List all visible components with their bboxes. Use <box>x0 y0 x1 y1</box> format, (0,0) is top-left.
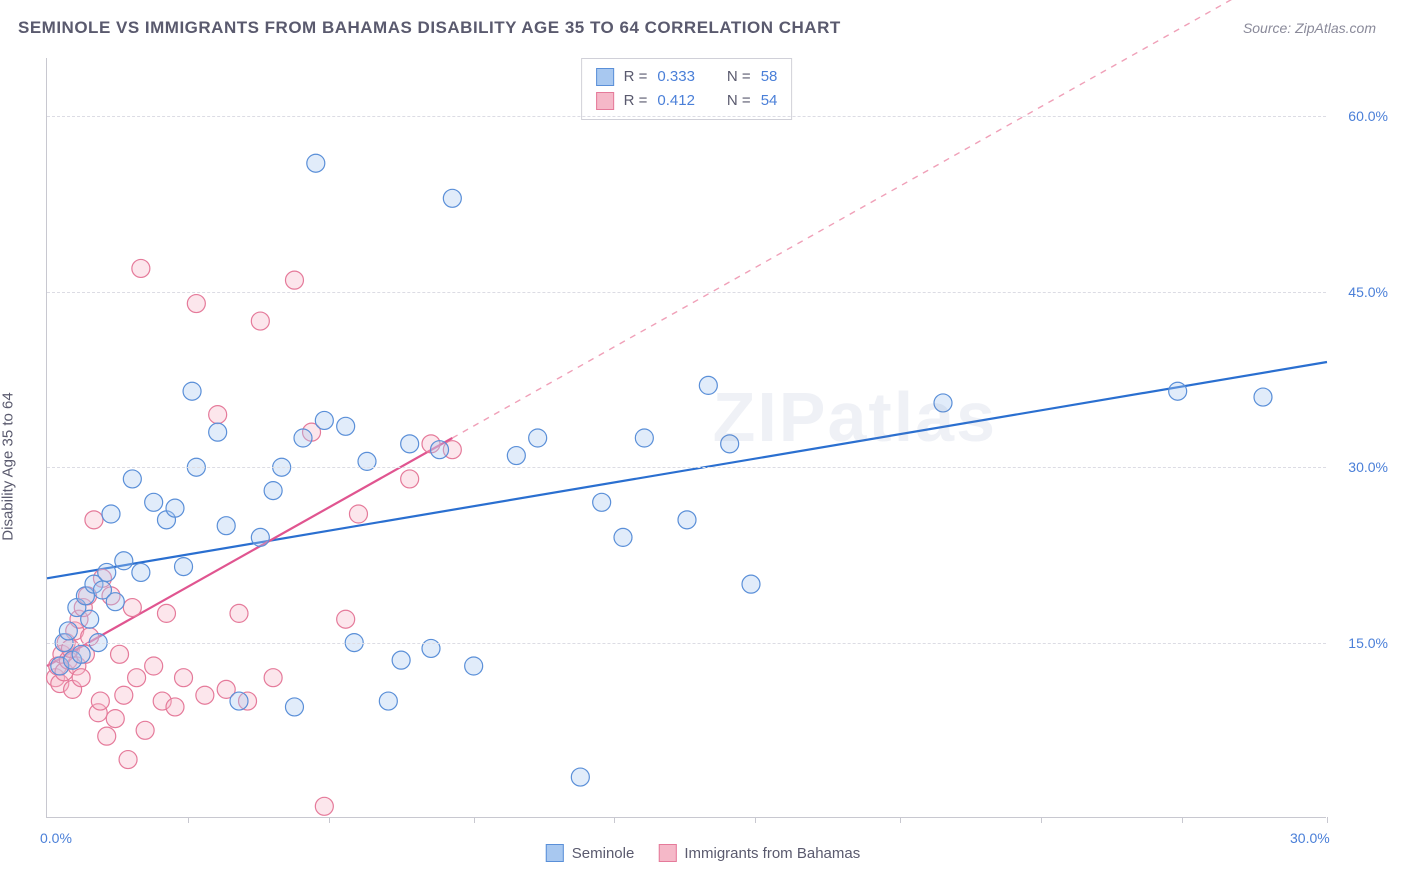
stat-n-label: N = <box>727 65 751 89</box>
stat-r-value: 0.412 <box>657 89 695 113</box>
stat-n-value: 54 <box>761 89 778 113</box>
x-axis-end-label: 30.0% <box>1290 830 1330 846</box>
legend-swatch <box>546 844 564 862</box>
stat-r-label: R = <box>624 65 648 89</box>
y-axis-label: Disability Age 35 to 64 <box>0 392 17 540</box>
gridline <box>47 643 1326 644</box>
x-tick <box>188 817 189 823</box>
legend-label: Seminole <box>572 845 635 862</box>
x-axis-start-label: 0.0% <box>40 830 72 846</box>
stats-box: R = 0.333 N = 58 R = 0.412 N = 54 <box>581 58 793 120</box>
legend-item: Immigrants from Bahamas <box>658 844 860 862</box>
x-tick <box>329 817 330 823</box>
x-tick <box>474 817 475 823</box>
stats-row: R = 0.333 N = 58 <box>596 65 778 89</box>
x-tick <box>900 817 901 823</box>
stat-r-label: R = <box>624 89 648 113</box>
gridline <box>47 116 1326 117</box>
plot-area: ZIPatlas R =0.333N =58R =0.412N =54 15.0… <box>46 58 1326 818</box>
gridline <box>47 467 1326 468</box>
legend-swatch <box>658 844 676 862</box>
chart-title: SEMINOLE VS IMMIGRANTS FROM BAHAMAS DISA… <box>18 18 841 38</box>
chart-header: SEMINOLE VS IMMIGRANTS FROM BAHAMAS DISA… <box>0 0 1406 48</box>
plot-svg <box>47 58 1327 818</box>
legend-item: Seminole <box>546 844 635 862</box>
legend-label: Immigrants from Bahamas <box>684 845 860 862</box>
y-tick-label: 60.0% <box>1348 108 1388 124</box>
chart-container: Disability Age 35 to 64 ZIPatlas R =0.33… <box>0 48 1406 868</box>
legend-swatch <box>596 92 614 110</box>
stat-n-value: 58 <box>761 65 778 89</box>
y-tick-label: 30.0% <box>1348 459 1388 475</box>
gridline <box>47 292 1326 293</box>
source-label: Source: ZipAtlas.com <box>1243 20 1376 36</box>
bottom-legend: Seminole Immigrants from Bahamas <box>546 844 860 862</box>
stats-row: R = 0.412 N = 54 <box>596 89 778 113</box>
y-tick-label: 15.0% <box>1348 635 1388 651</box>
y-tick-label: 45.0% <box>1348 284 1388 300</box>
stat-n-label: N = <box>727 89 751 113</box>
legend-swatch <box>596 68 614 86</box>
x-tick <box>614 817 615 823</box>
stat-r-value: 0.333 <box>657 65 695 89</box>
x-tick <box>1041 817 1042 823</box>
x-tick <box>755 817 756 823</box>
x-tick <box>1327 817 1328 823</box>
x-tick <box>1182 817 1183 823</box>
